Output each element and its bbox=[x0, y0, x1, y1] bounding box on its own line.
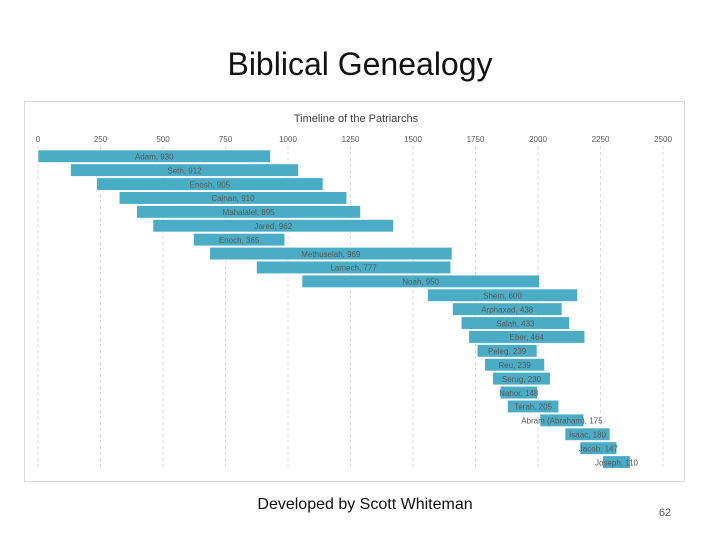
data-label: Noah, 950 bbox=[402, 278, 439, 287]
data-label: Abram (Abraham), 175 bbox=[521, 417, 603, 426]
x-tick-label: 750 bbox=[219, 135, 233, 144]
slide-title: Biblical Genealogy bbox=[227, 46, 493, 82]
bar-noah bbox=[301, 274, 540, 288]
data-labels: Adam, 930 Seth, 912 Enosh, 905 Cainan, 910 M… bbox=[135, 153, 639, 468]
bar-methuselah bbox=[209, 247, 453, 261]
bar-seth bbox=[70, 163, 299, 177]
bar-cainan bbox=[118, 191, 348, 205]
bar-salah bbox=[460, 316, 570, 330]
bar-arphaxad bbox=[452, 302, 563, 316]
x-tick-label: 1000 bbox=[279, 135, 297, 144]
bar-reu bbox=[484, 358, 545, 372]
data-label: Isaac, 180 bbox=[569, 431, 606, 440]
data-label: Terah, 205 bbox=[514, 403, 552, 412]
bar-mahalalel bbox=[136, 205, 361, 219]
data-label: Joseph, 110 bbox=[595, 458, 639, 467]
bar-jacob bbox=[579, 441, 618, 455]
page-number: 62 bbox=[658, 507, 672, 519]
x-tick-label: 1250 bbox=[342, 135, 360, 144]
footer-credit: Developed by Scott Whiteman bbox=[257, 496, 473, 513]
data-label: Methuselah, 969 bbox=[301, 250, 361, 259]
x-tick-label: 1750 bbox=[467, 135, 485, 144]
bar-isaac bbox=[564, 427, 611, 441]
data-label: Lamech, 777 bbox=[330, 264, 377, 273]
data-label: Arphaxad, 438 bbox=[481, 305, 534, 314]
bar-enoch bbox=[193, 233, 286, 247]
bar-serug bbox=[492, 372, 551, 386]
bar-nahor bbox=[499, 385, 538, 400]
bar-shem bbox=[427, 288, 578, 302]
bar-peleg bbox=[476, 344, 538, 358]
data-label: Shem, 600 bbox=[483, 292, 522, 301]
x-tick-label: 2250 bbox=[592, 135, 610, 144]
bar-joseph bbox=[602, 455, 631, 469]
bars bbox=[37, 149, 631, 469]
x-tick-label: 2500 bbox=[654, 135, 672, 144]
data-label: Salah, 433 bbox=[496, 319, 535, 328]
data-label: Cainan, 910 bbox=[211, 194, 255, 203]
bar-adam bbox=[37, 149, 271, 163]
chart-title: Timeline of the Patriarchs bbox=[294, 113, 419, 125]
bar-eber bbox=[468, 330, 586, 344]
data-label: Enoch, 365 bbox=[219, 236, 260, 245]
data-label: Jared, 962 bbox=[254, 222, 292, 231]
x-axis-ticks: 0 250 500 750 1000 1250 1500 1750 2000 2250 2500 bbox=[36, 135, 673, 144]
data-label: Mahalalel, 895 bbox=[223, 208, 276, 217]
bar-abram-abraham bbox=[539, 413, 585, 427]
data-label: Seth, 912 bbox=[167, 166, 202, 175]
bar-terah bbox=[507, 399, 560, 414]
x-tick-label: 0 bbox=[36, 135, 41, 144]
data-label: Jacob, 147 bbox=[579, 444, 619, 453]
timeline-chart: Timeline of the Patriarchs 0 250 500 750 100… bbox=[36, 113, 673, 469]
bar-lamech bbox=[256, 260, 452, 274]
x-tick-label: 500 bbox=[156, 135, 170, 144]
x-tick-label: 250 bbox=[94, 135, 108, 144]
data-label: Nahor, 148 bbox=[499, 389, 539, 398]
data-label: Adam, 930 bbox=[135, 153, 174, 162]
data-label: Enosh, 905 bbox=[190, 180, 231, 189]
data-label: Serug, 230 bbox=[502, 375, 542, 384]
bar-enosh bbox=[96, 177, 324, 191]
x-tick-label: 1500 bbox=[404, 135, 422, 144]
bar-jared bbox=[152, 219, 394, 233]
chart-area: Timeline of the Patriarchs 0 250 500 750 100… bbox=[24, 101, 685, 482]
data-label: Eber, 464 bbox=[510, 333, 545, 342]
data-label: Peleg, 239 bbox=[488, 347, 527, 356]
data-label: Reu, 239 bbox=[498, 361, 531, 370]
x-tick-label: 2000 bbox=[529, 135, 547, 144]
